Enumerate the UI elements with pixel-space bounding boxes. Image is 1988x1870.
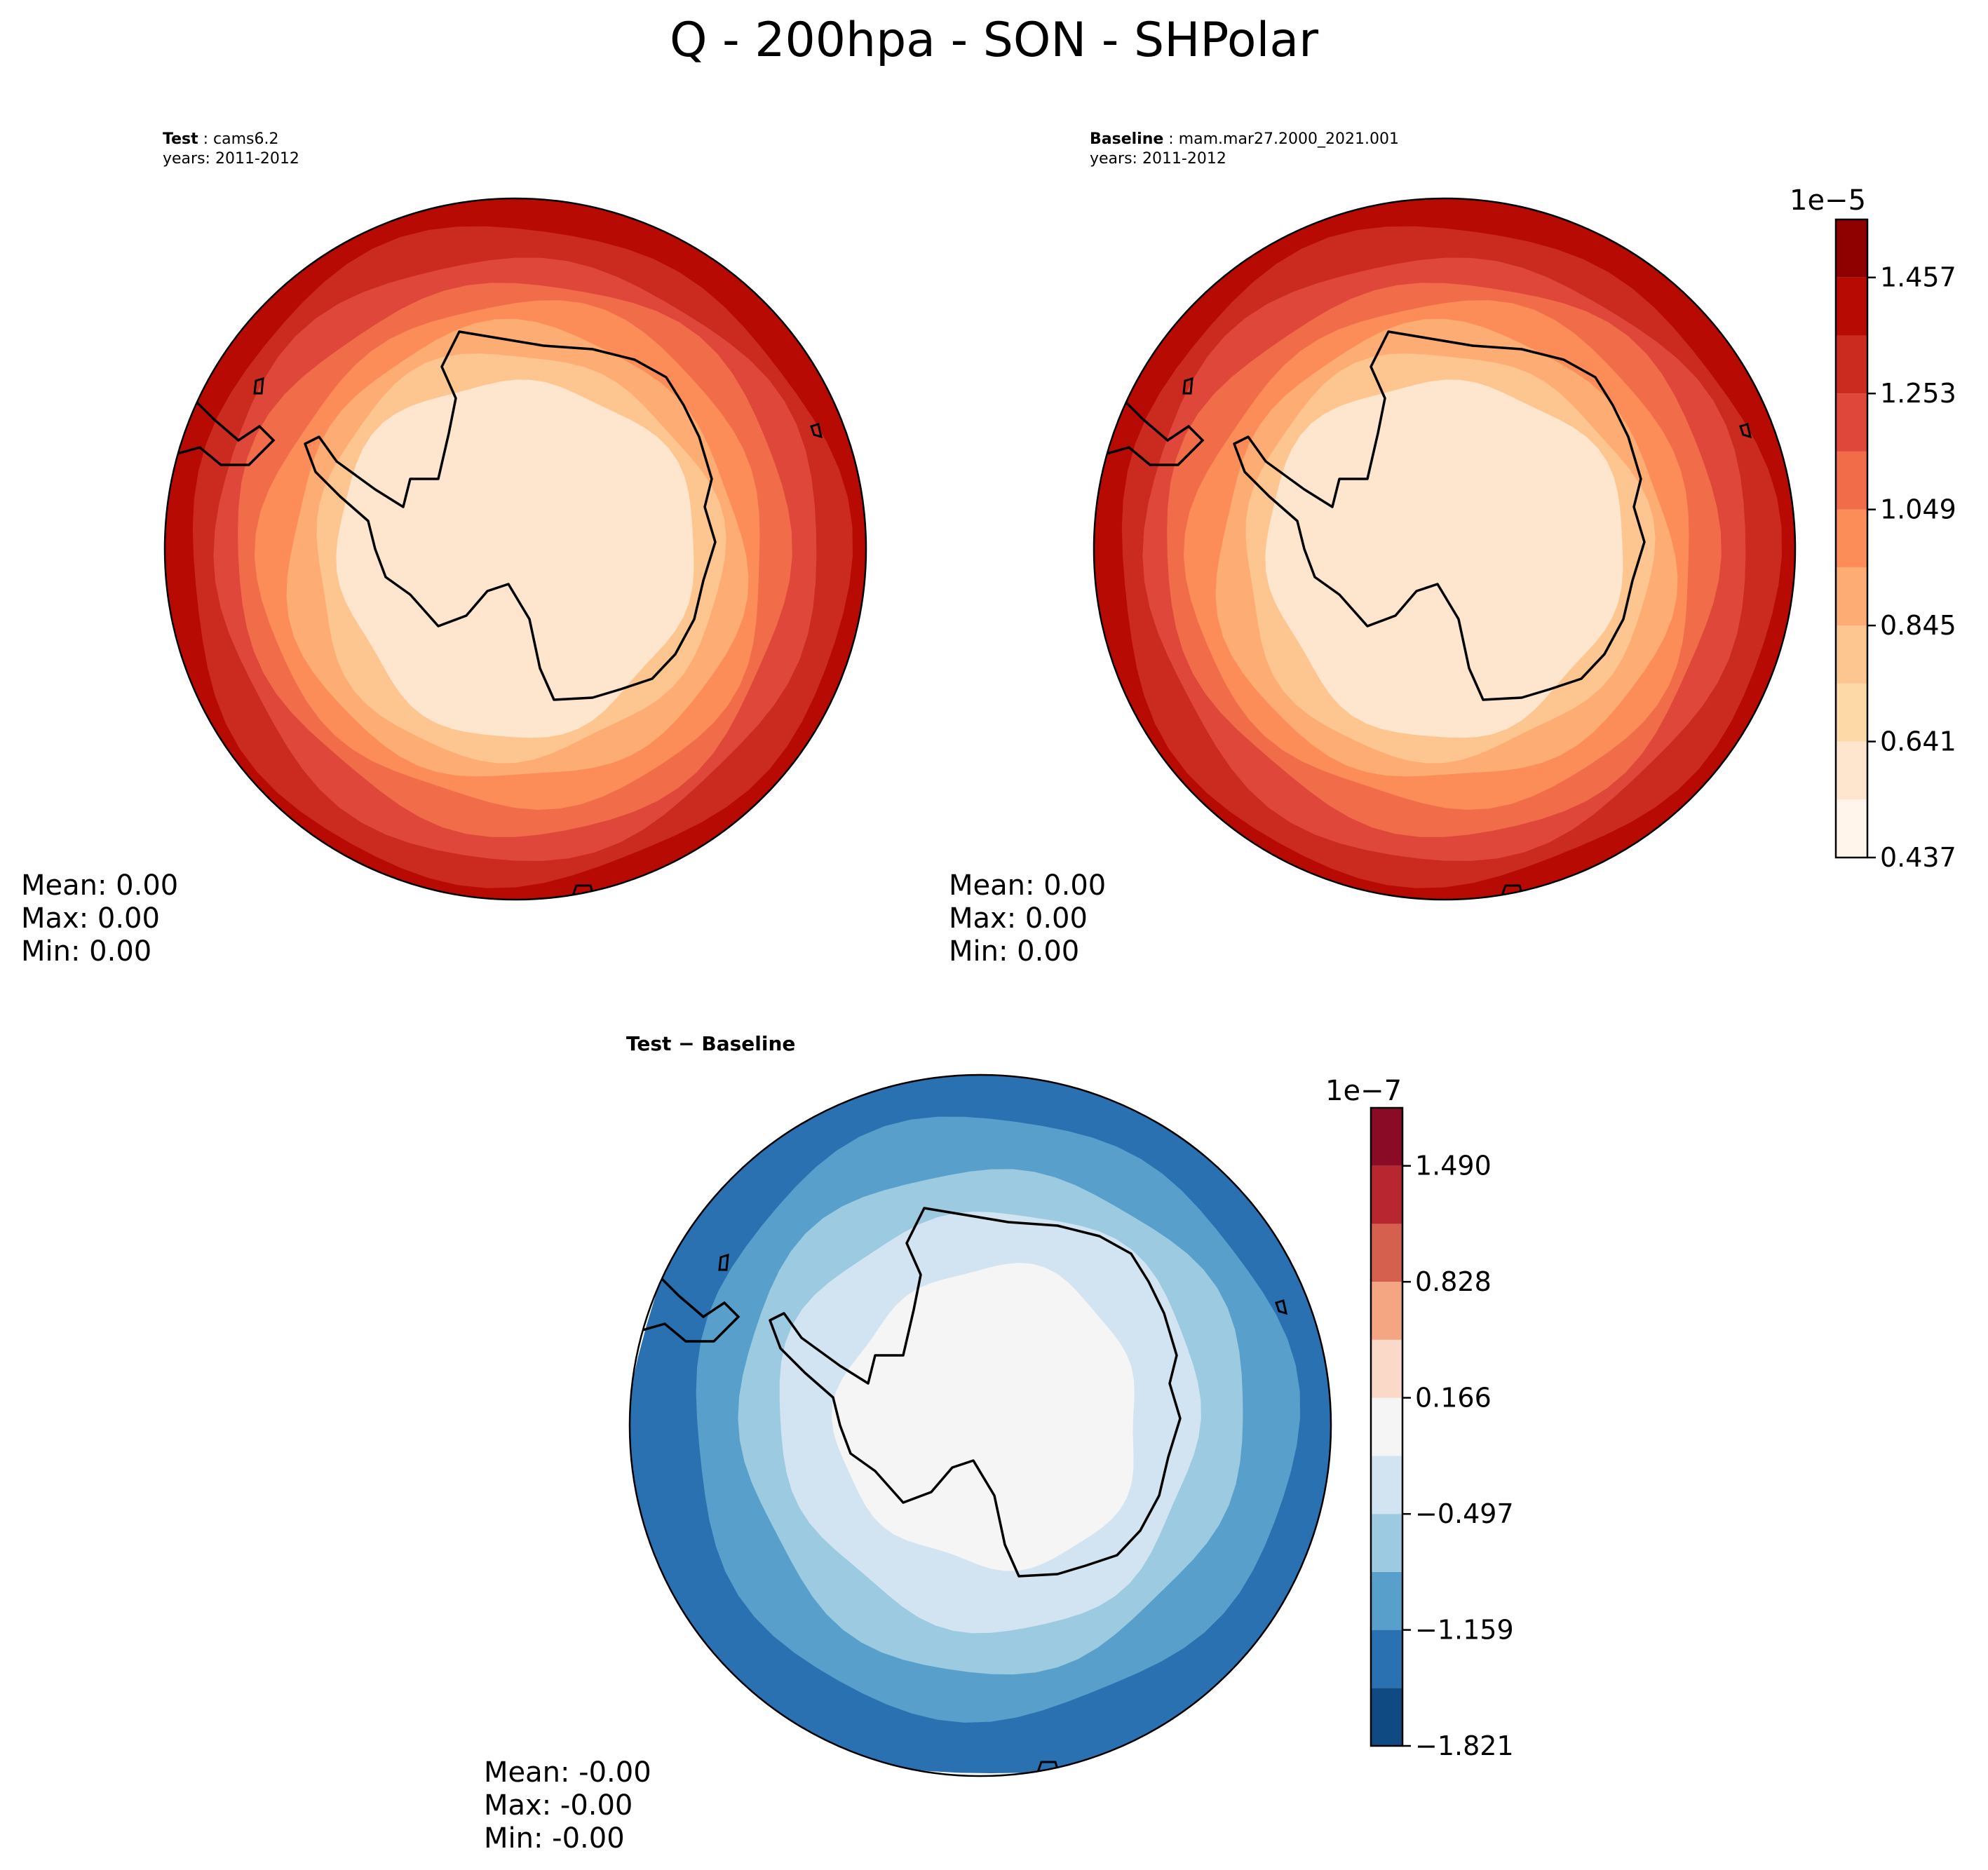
test-years: years: 2011-2012: [163, 150, 299, 168]
diff-colorbar-tick-label: −0.497: [1415, 1498, 1514, 1529]
main-colorbar-tick-label: 0.437: [1880, 842, 1956, 873]
diff-map: [628, 1073, 1332, 1777]
baseline-contour-band: [1265, 379, 1623, 738]
baseline-label: Baseline: [1090, 130, 1164, 148]
diff-min: Min: -0.00: [484, 1822, 625, 1855]
diff-colorbar-band: [1371, 1282, 1402, 1340]
main-colorbar-band: [1836, 567, 1867, 626]
main-colorbar-band: [1836, 509, 1867, 568]
diff-colorbar-band: [1371, 1514, 1402, 1572]
baseline-min: Min: 0.00: [949, 935, 1080, 968]
test-mean: Mean: 0.00: [21, 869, 179, 902]
main-colorbar-border: [1834, 218, 1869, 859]
diff-colorbar-band: [1371, 1108, 1402, 1166]
main-colorbar-band: [1836, 625, 1867, 684]
diff-panel-title: Test − Baseline: [626, 1032, 796, 1055]
figure-title: Q - 200hpa - SON - SHPolar: [669, 13, 1319, 68]
baseline-panel-title: Baseline : mam.mar27.2000_2021.001 years…: [1090, 130, 1399, 169]
baseline-stats: Mean: 0.00 Max: 0.00 Min: 0.00: [949, 869, 1106, 968]
main-colorbar-tick-label: 1.253: [1880, 378, 1956, 409]
main-colorbar-band: [1836, 219, 1867, 278]
diff-colorbar-border: [1370, 1106, 1404, 1747]
main-colorbar-tick-label: 1.457: [1880, 262, 1956, 293]
test-island: [253, 377, 264, 395]
test-antarctica-coastline: [304, 330, 717, 701]
test-label: Test: [163, 130, 198, 148]
diff-colorbar-band: [1371, 1456, 1402, 1515]
diff-colorbar-tick-label: 0.166: [1415, 1383, 1492, 1414]
diff-island: [718, 1253, 729, 1271]
test-map: [163, 197, 867, 901]
baseline-antarctica-coastline: [1233, 330, 1646, 701]
diff-antarctica-coastline: [769, 1207, 1182, 1578]
main-colorbar-exponent: 1e−5: [1790, 184, 1867, 217]
baseline-mean: Mean: 0.00: [949, 869, 1107, 902]
test-colon: :: [198, 130, 214, 148]
diff-colorbar-tick-label: −1.821: [1415, 1730, 1514, 1761]
diff-max: Max: -0.00: [484, 1789, 633, 1822]
diff-colorbar-tick-label: 0.828: [1415, 1266, 1492, 1297]
diff-colorbar-band: [1371, 1688, 1402, 1746]
diff-south-america-coastline: [638, 1273, 741, 1343]
baseline-map-frame: [1093, 197, 1797, 901]
test-south-america-coastline: [173, 396, 276, 466]
main-colorbar-band: [1836, 393, 1867, 452]
diff-colorbar-tick-label: −1.159: [1415, 1615, 1514, 1646]
diff-colorbar-tick-label: 1.490: [1415, 1151, 1492, 1181]
main-colorbar-band: [1836, 277, 1867, 336]
main-colorbar-band: [1836, 799, 1867, 858]
baseline-island: [1739, 423, 1752, 439]
baseline-max: Max: 0.00: [949, 902, 1088, 935]
diff-colorbar-band: [1371, 1571, 1402, 1630]
main-colorbar: 0.437 0.641 0.845 1.049 1.253 1.457: [1834, 218, 1956, 873]
diff-colorbar-exponent: 1e−7: [1325, 1075, 1402, 1107]
main-colorbar-tick-label: 1.049: [1880, 494, 1956, 525]
main-colorbar-band: [1836, 335, 1867, 394]
baseline-island: [1182, 377, 1194, 395]
diff-island: [1275, 1299, 1288, 1315]
diff-colorbar-band: [1371, 1630, 1402, 1688]
test-contour-band: [336, 379, 694, 738]
test-map-frame: [163, 197, 867, 901]
baseline-case-name: mam.mar27.2000_2021.001: [1178, 130, 1399, 148]
diff-colorbar-band: [1371, 1339, 1402, 1398]
main-colorbar-band: [1836, 451, 1867, 510]
baseline-colon: :: [1163, 130, 1179, 148]
test-min: Min: 0.00: [21, 935, 152, 968]
diff-map-frame: [628, 1073, 1332, 1777]
baseline-south-america-coastline: [1102, 396, 1205, 466]
test-max: Max: 0.00: [21, 902, 160, 935]
main-colorbar-tick-label: 0.845: [1880, 610, 1956, 641]
main-colorbar-band: [1836, 741, 1867, 800]
diff-colorbar-band: [1371, 1165, 1402, 1224]
test-stats: Mean: 0.00 Max: 0.00 Min: 0.00: [21, 869, 178, 968]
diff-stats: Mean: -0.00 Max: -0.00 Min: -0.00: [484, 1756, 651, 1855]
diff-colorbar-band: [1371, 1224, 1402, 1282]
diff-colorbar: −1.821 −1.159 −0.497 0.166 0.828 1.490: [1370, 1106, 1514, 1761]
diff-colorbar-band: [1371, 1397, 1402, 1456]
test-island: [810, 423, 823, 439]
baseline-years: years: 2011-2012: [1090, 150, 1226, 168]
test-case-name: cams6.2: [213, 130, 279, 148]
main-colorbar-band: [1836, 683, 1867, 742]
diff-mean: Mean: -0.00: [484, 1756, 651, 1789]
baseline-map: [1093, 197, 1797, 901]
main-colorbar-tick-label: 0.641: [1880, 726, 1956, 757]
test-panel-title: Test : cams6.2 years: 2011-2012: [163, 130, 299, 169]
